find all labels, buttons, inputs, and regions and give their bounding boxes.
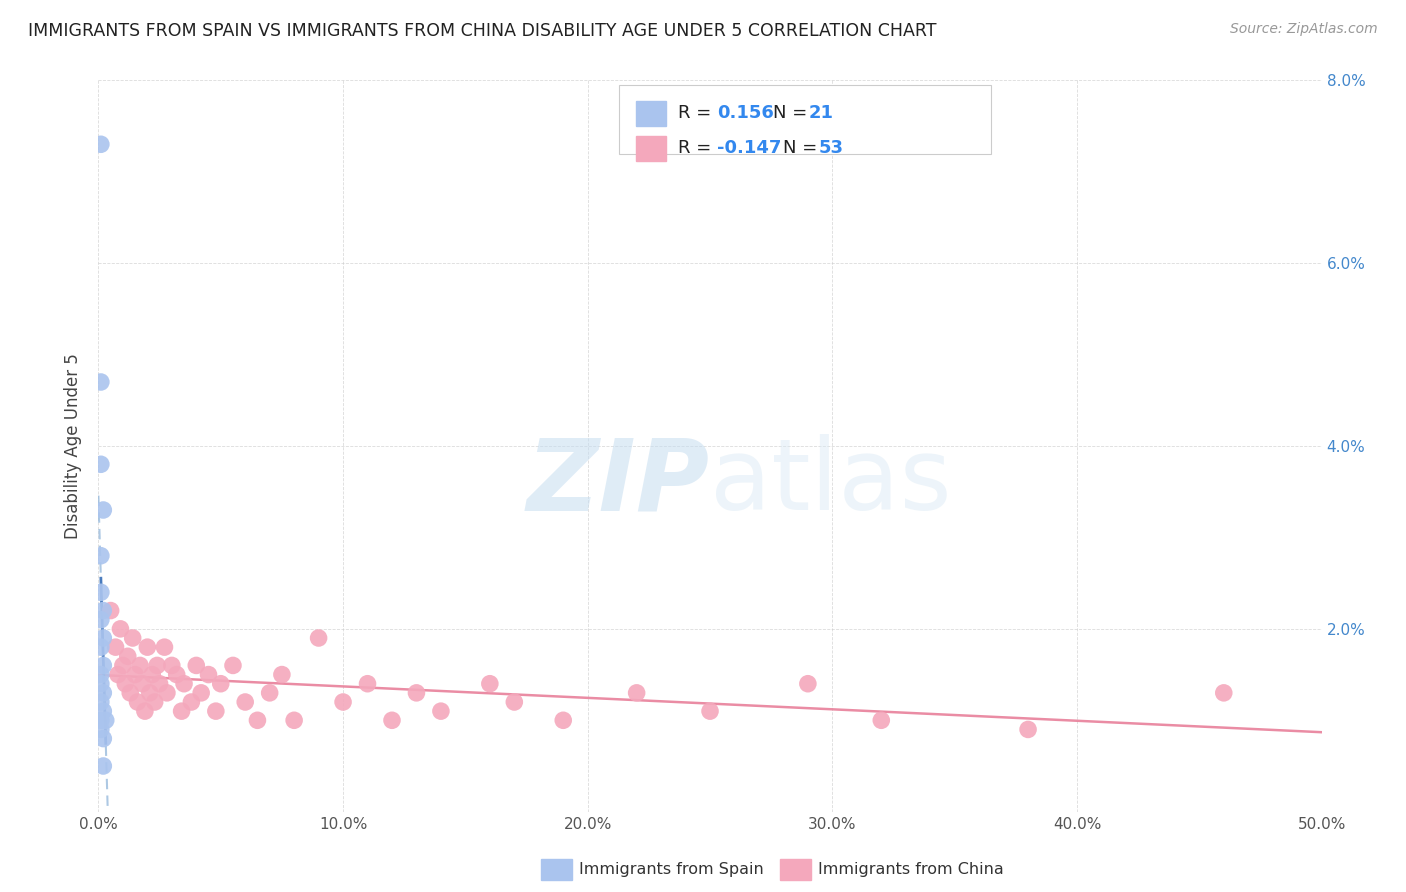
Text: -0.147: -0.147 [717, 139, 782, 157]
Point [90, 640, 112, 655]
Text: N =: N = [773, 104, 813, 122]
Point [90, 714, 112, 728]
Point [94, 714, 117, 728]
Point [91, 631, 114, 645]
Text: R =: R = [678, 104, 717, 122]
Point [100, 603, 122, 617]
Point [197, 667, 219, 681]
Point [170, 704, 193, 718]
Point [143, 695, 166, 709]
Point [91, 658, 114, 673]
Text: N =: N = [783, 139, 823, 157]
Point [173, 676, 195, 690]
Point [503, 695, 526, 709]
Point [233, 695, 256, 709]
Point [127, 695, 149, 709]
Point [90, 549, 112, 563]
Point [270, 667, 294, 681]
Point [91, 686, 114, 700]
Point [146, 658, 169, 673]
Y-axis label: Disability Age Under 5: Disability Age Under 5 [65, 353, 83, 539]
Point [356, 676, 378, 690]
Point [139, 686, 162, 700]
Text: Source: ZipAtlas.com: Source: ZipAtlas.com [1230, 22, 1378, 37]
Point [870, 714, 893, 728]
Point [141, 667, 163, 681]
Text: Immigrants from China: Immigrants from China [818, 863, 1004, 877]
Point [149, 676, 172, 690]
Text: R =: R = [678, 139, 717, 157]
Point [90, 723, 112, 737]
Point [166, 667, 188, 681]
Point [156, 686, 179, 700]
Point [111, 658, 134, 673]
Point [1212, 686, 1234, 700]
Point [405, 686, 427, 700]
Point [90, 613, 112, 627]
Point [205, 704, 228, 718]
Point [91, 603, 114, 617]
Point [90, 137, 112, 152]
Point [131, 676, 153, 690]
Point [107, 667, 129, 681]
Text: ZIP: ZIP [527, 434, 710, 531]
Text: IMMIGRANTS FROM SPAIN VS IMMIGRANTS FROM CHINA DISABILITY AGE UNDER 5 CORRELATIO: IMMIGRANTS FROM SPAIN VS IMMIGRANTS FROM… [28, 22, 936, 40]
Point [246, 714, 269, 728]
Point [90, 667, 112, 681]
Point [91, 759, 114, 773]
Point [797, 676, 820, 690]
Text: 53: 53 [818, 139, 844, 157]
Point [153, 640, 176, 655]
Point [121, 631, 143, 645]
Point [430, 704, 453, 718]
Point [136, 640, 159, 655]
Point [90, 676, 112, 690]
Point [553, 714, 575, 728]
Point [90, 695, 112, 709]
Point [626, 686, 648, 700]
Point [120, 686, 142, 700]
Text: 0.156: 0.156 [717, 104, 773, 122]
Point [91, 503, 114, 517]
Point [91, 704, 114, 718]
Point [114, 676, 136, 690]
Point [104, 640, 127, 655]
Point [91, 731, 114, 746]
Point [478, 676, 501, 690]
Point [134, 704, 156, 718]
Point [699, 704, 721, 718]
Point [190, 686, 212, 700]
Point [180, 695, 202, 709]
Text: Immigrants from Spain: Immigrants from Spain [579, 863, 763, 877]
Point [222, 658, 245, 673]
Text: atlas: atlas [710, 434, 952, 531]
Point [110, 622, 132, 636]
Point [332, 695, 354, 709]
Point [117, 649, 139, 664]
Point [186, 658, 208, 673]
Point [259, 686, 281, 700]
Point [90, 458, 112, 472]
Point [381, 714, 404, 728]
Point [308, 631, 330, 645]
Point [209, 676, 232, 690]
Point [129, 658, 152, 673]
Text: 21: 21 [808, 104, 834, 122]
Point [124, 667, 146, 681]
Point [90, 375, 112, 389]
Point [90, 585, 112, 599]
Point [283, 714, 305, 728]
Point [160, 658, 183, 673]
Point [1017, 723, 1039, 737]
